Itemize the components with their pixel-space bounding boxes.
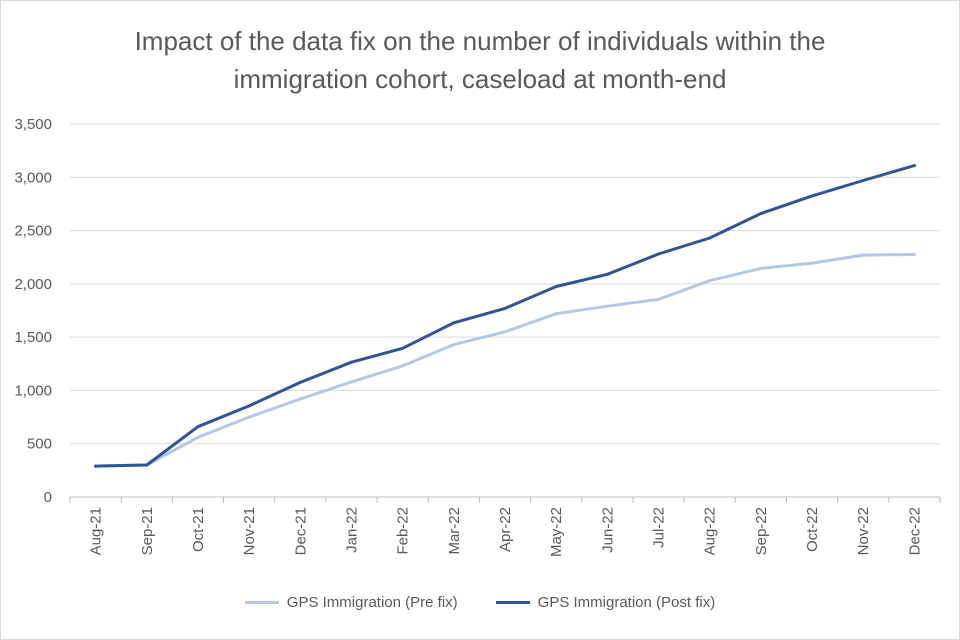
data-point-post-fix bbox=[912, 164, 916, 168]
legend: GPS Immigration (Pre fix) GPS Immigratio… bbox=[0, 594, 960, 611]
y-tick-label: 0 bbox=[44, 489, 52, 506]
gridlines bbox=[70, 123, 940, 445]
series-lines bbox=[94, 164, 916, 468]
x-tick-label: Jan-22 bbox=[343, 507, 360, 553]
axes: 0 500 1,000 1,500 2,000 2,500 3,000 3,500 Aug-21… bbox=[14, 116, 941, 557]
y-tick-label: 2,000 bbox=[14, 276, 52, 293]
data-point-post-fix bbox=[708, 236, 712, 240]
x-tick-label: Aug-22 bbox=[702, 507, 719, 555]
x-tick-label: Sep-21 bbox=[139, 507, 156, 555]
x-tick-label: Oct-21 bbox=[190, 507, 207, 552]
data-point-pre-fix bbox=[247, 415, 251, 419]
data-point-post-fix bbox=[605, 272, 609, 276]
data-point-pre-fix bbox=[349, 380, 353, 384]
legend-item-pre-fix: GPS Immigration (Pre fix) bbox=[244, 594, 458, 611]
data-point-post-fix bbox=[94, 464, 98, 468]
data-point-post-fix bbox=[145, 463, 149, 467]
legend-swatch-pre-fix bbox=[244, 601, 279, 604]
data-point-post-fix bbox=[759, 212, 763, 216]
data-point-pre-fix bbox=[298, 397, 302, 401]
x-tick-label: Apr-22 bbox=[497, 507, 514, 552]
data-point-pre-fix bbox=[452, 343, 456, 347]
data-point-post-fix bbox=[657, 252, 661, 256]
data-point-post-fix bbox=[554, 285, 558, 289]
data-point-pre-fix bbox=[759, 266, 763, 270]
x-tick-label: Mar-22 bbox=[446, 507, 463, 555]
data-point-post-fix bbox=[196, 425, 200, 429]
y-tick-label: 1,500 bbox=[14, 329, 52, 346]
data-point-pre-fix bbox=[657, 297, 661, 301]
data-point-pre-fix bbox=[605, 304, 609, 308]
x-tick-label: Feb-22 bbox=[395, 507, 412, 555]
y-tick-label: 500 bbox=[27, 436, 52, 453]
data-point-pre-fix bbox=[861, 253, 865, 257]
data-point-post-fix bbox=[503, 306, 507, 310]
data-point-post-fix bbox=[349, 360, 353, 364]
data-point-pre-fix bbox=[196, 435, 200, 439]
data-point-pre-fix bbox=[503, 330, 507, 334]
data-point-post-fix bbox=[401, 346, 405, 350]
x-tick-label: Jul-22 bbox=[651, 507, 668, 548]
x-tick-label: Oct-22 bbox=[804, 507, 821, 552]
legend-label-post-fix: GPS Immigration (Post fix) bbox=[537, 594, 716, 611]
legend-swatch-post-fix bbox=[495, 601, 530, 604]
data-point-post-fix bbox=[247, 404, 251, 408]
legend-item-post-fix: GPS Immigration (Post fix) bbox=[495, 594, 716, 611]
series-line-pre-fix bbox=[94, 253, 916, 468]
chart-title: Impact of the data fix on the number of … bbox=[134, 26, 826, 94]
data-point-pre-fix bbox=[912, 253, 916, 257]
y-tick-label: 3,000 bbox=[14, 169, 52, 186]
x-tick-label: Aug-21 bbox=[88, 507, 105, 555]
y-tick-label: 1,000 bbox=[14, 382, 52, 399]
x-tick-label: Nov-22 bbox=[855, 507, 872, 555]
x-tick-label: May-22 bbox=[548, 507, 565, 557]
x-tick-label: Dec-21 bbox=[292, 507, 309, 555]
x-tick-label: Nov-21 bbox=[241, 507, 258, 555]
x-tick-label: Dec-22 bbox=[906, 507, 923, 555]
legend-label-pre-fix: GPS Immigration (Pre fix) bbox=[286, 594, 458, 611]
data-point-post-fix bbox=[298, 380, 302, 384]
data-point-post-fix bbox=[810, 194, 814, 198]
data-point-post-fix bbox=[861, 178, 865, 182]
data-point-pre-fix bbox=[810, 261, 814, 265]
data-point-pre-fix bbox=[554, 312, 558, 316]
series-line-post-fix bbox=[94, 164, 916, 468]
y-tick-label: 3,500 bbox=[14, 116, 52, 133]
x-tick-label: Jun-22 bbox=[599, 507, 616, 553]
data-point-pre-fix bbox=[708, 279, 712, 283]
x-tick-label: Sep-22 bbox=[753, 507, 770, 555]
y-tick-label: 2,500 bbox=[14, 223, 52, 240]
data-point-pre-fix bbox=[401, 364, 405, 368]
data-point-post-fix bbox=[452, 321, 456, 325]
